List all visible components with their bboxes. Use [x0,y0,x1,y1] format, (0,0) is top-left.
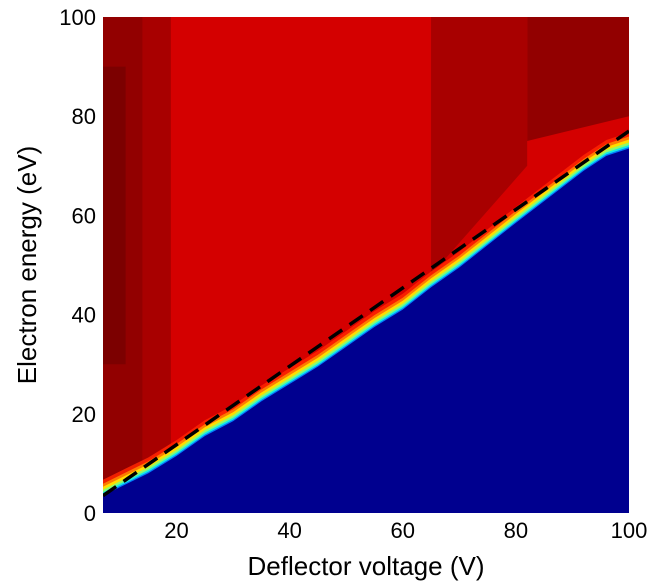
y-axis-label: Electron energy (eV) [12,146,42,384]
low-signal-region [103,148,629,513]
y-tick-label: 100 [59,5,96,30]
y-tick-label: 20 [72,402,96,427]
y-tick-label: 80 [72,104,96,129]
high-region-patch-4 [103,66,126,365]
fringe-band-2 [103,139,629,497]
fringe-band-1 [103,136,629,497]
y-tick-label: 60 [72,203,96,228]
x-tick-label: 60 [391,518,415,543]
x-axis-label: Deflector voltage (V) [248,551,485,581]
y-tick-label: 0 [84,501,96,526]
y-tick-label: 40 [72,303,96,328]
x-tick-label: 40 [277,518,301,543]
x-axis-ticks: 20 40 60 80 100 [164,518,647,543]
x-tick-label: 100 [611,518,648,543]
fit-line [103,129,629,498]
x-tick-label: 80 [504,518,528,543]
high-region-patch-2 [142,17,171,464]
y-axis-ticks: 0 20 40 60 80 100 [59,5,96,526]
high-region-patch-3 [431,17,528,275]
high-region-patch-1 [527,17,629,141]
x-tick-label: 20 [164,518,188,543]
plot-area [103,17,629,513]
